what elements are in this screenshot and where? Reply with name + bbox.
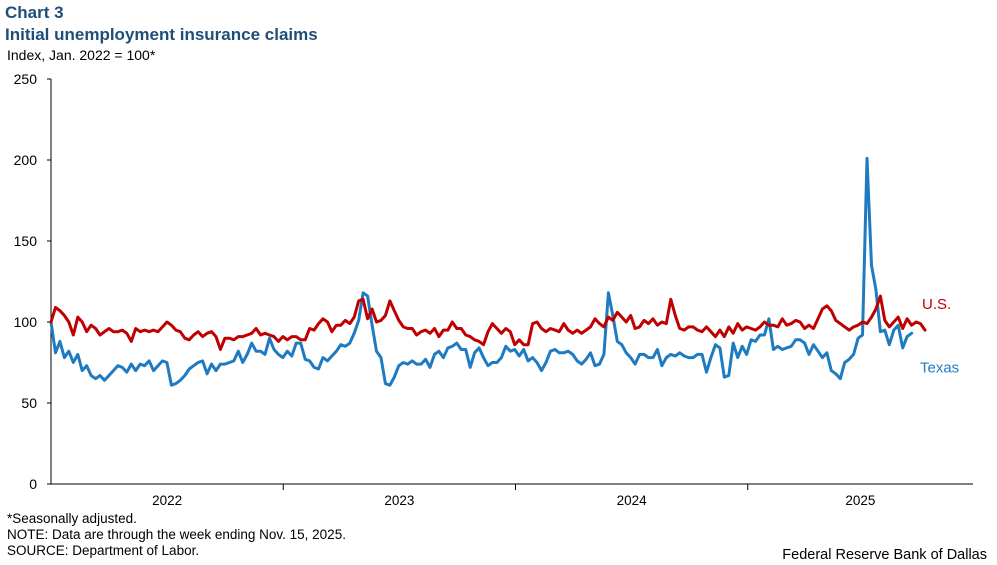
x-tick-label: 2023 [384,493,414,508]
chart-title: Initial unemployment insurance claims [5,25,318,44]
x-tick-label: 2024 [617,493,648,508]
series-line-texas [49,156,914,387]
series-label-us: U.S. [922,296,951,313]
publisher-credit: Federal Reserve Bank of Dallas [782,547,987,563]
series-line-u-s [49,294,927,351]
y-tick-label: 100 [14,314,38,330]
y-tick-label: 150 [14,233,38,249]
y-tick-label: 250 [14,71,38,87]
footnote-seasonal: *Seasonally adjusted. [7,511,137,526]
y-axis-unit-label: Index, Jan. 2022 = 100* [7,47,156,63]
chart-notes: *Seasonally adjusted. NOTE: Data are thr… [7,511,346,559]
series-label-texas: Texas [920,359,959,376]
x-tick-label: 2022 [152,493,182,508]
x-tick-label: 2025 [845,493,875,508]
y-tick-label: 200 [14,152,38,168]
footnote-source: SOURCE: Department of Labor. [7,543,200,558]
y-tick-label: 50 [21,395,37,411]
chart-number: Chart 3 [5,3,64,22]
y-tick-label: 0 [29,476,37,492]
footnote-data-through: NOTE: Data are through the week ending N… [7,527,346,542]
